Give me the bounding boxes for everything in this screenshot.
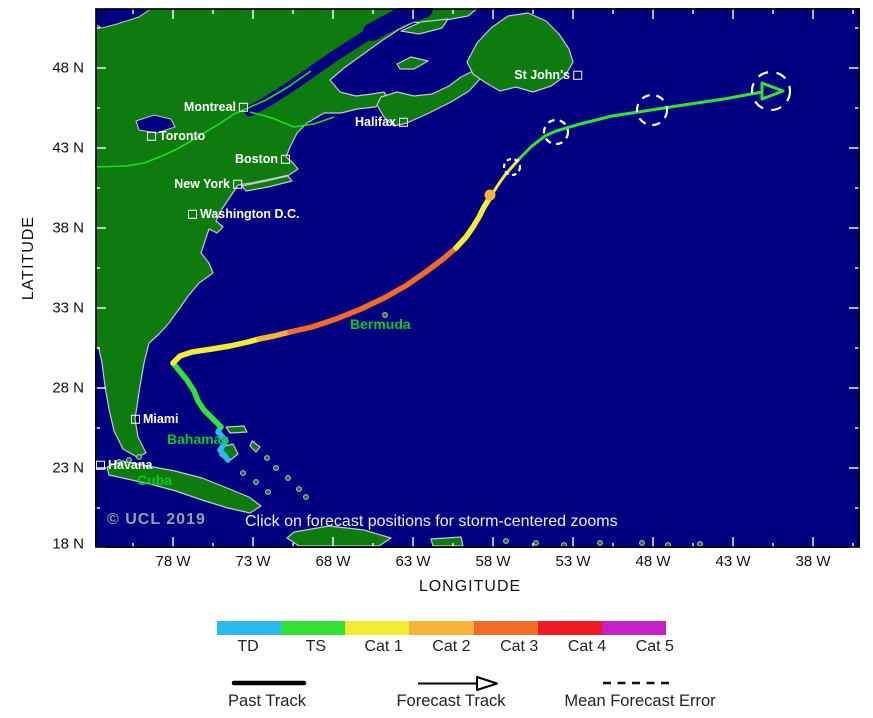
- islet: [253, 479, 259, 485]
- forecast-position[interactable]: [635, 93, 669, 127]
- colorbar-label: Cat 5: [635, 638, 674, 655]
- islet: [382, 312, 388, 318]
- colorbar-segment-cat-3: [473, 621, 538, 635]
- map-frame: [95, 8, 860, 548]
- forecast-position[interactable]: [542, 118, 570, 146]
- islet: [240, 470, 246, 476]
- landmass: [95, 8, 574, 547]
- islet: [116, 459, 122, 465]
- inland-water: [95, 8, 176, 134]
- hispaniola: [286, 525, 392, 547]
- lon-tick-label: 78 W: [155, 553, 191, 570]
- mean-forecast-error-label: Mean Forecast Error: [564, 692, 716, 710]
- lat-tick-label: 28 N: [52, 379, 84, 397]
- colorbar-label: Cat 1: [364, 638, 403, 655]
- lat-tick-label: 23 N: [52, 459, 84, 477]
- lon-tick-label: 73 W: [235, 553, 271, 570]
- cuba-island: [106, 460, 262, 514]
- colorbar-segment-cat-5: [601, 621, 666, 635]
- lat-tick-label: 18 N: [52, 535, 84, 553]
- lon-tick-label: 43 W: [715, 553, 751, 570]
- lon-tick-label: 53 W: [555, 553, 591, 570]
- newfoundland: [466, 12, 574, 93]
- lon-tick-label: 48 W: [635, 553, 671, 570]
- colorbar-segment-td: [217, 621, 282, 635]
- lake-ontario: [135, 114, 176, 134]
- nova-scotia: [376, 70, 481, 127]
- lon-tick-label: 68 W: [315, 553, 351, 570]
- mean-forecast-error-symbol: [603, 681, 675, 685]
- islet: [285, 475, 291, 481]
- intensity-colorbar: [217, 621, 666, 635]
- lat-tick-label: 43 N: [52, 139, 84, 157]
- current-position-marker[interactable]: [484, 189, 496, 201]
- colorbar-segment-cat-2: [409, 621, 474, 635]
- track-map[interactable]: [95, 8, 860, 548]
- north-america-mainland: [95, 8, 479, 458]
- track-segment-td: [215, 424, 231, 463]
- forecast-arrow-icon: [760, 81, 785, 101]
- islet: [639, 540, 645, 546]
- colorbar-label: Cat 2: [432, 638, 471, 655]
- lat-tick-label: 48 N: [52, 59, 84, 77]
- eleuthera: [249, 440, 261, 453]
- forecast-position[interactable]: [502, 157, 522, 177]
- ottawa-river-water: [95, 8, 153, 29]
- islet: [136, 454, 142, 460]
- past-track-label: Past Track: [228, 692, 306, 710]
- y-axis-title: LATITUDE: [20, 215, 37, 301]
- islet: [303, 494, 309, 500]
- islet: [597, 540, 603, 546]
- islet: [265, 489, 271, 495]
- colorbar-label: TS: [305, 638, 327, 655]
- track-segment-cat-1: [489, 156, 522, 198]
- colorbar-segment-ts: [281, 621, 346, 635]
- colorbar-segment-cat-4: [537, 621, 602, 635]
- grand-bahama: [225, 425, 248, 434]
- islet: [264, 455, 270, 461]
- track-segment-cat-3: [287, 245, 459, 335]
- puerto-rico: [430, 536, 464, 547]
- st-lawrence-river: [244, 8, 433, 117]
- colorbar-segment-cat-1: [345, 621, 410, 635]
- colorbar-label: Cat 4: [567, 638, 607, 655]
- islet: [697, 541, 703, 547]
- islet: [273, 465, 279, 471]
- lon-tick-label: 38 W: [795, 553, 831, 570]
- colorbar-label: Cat 3: [500, 638, 539, 655]
- long-island: [241, 175, 293, 192]
- islet: [126, 457, 132, 463]
- lon-tick-label: 63 W: [395, 553, 431, 570]
- political-border-lines: [95, 70, 335, 168]
- colorbar-label: TD: [237, 638, 259, 655]
- lat-tick-label: 38 N: [52, 219, 84, 237]
- track-segment-ts: [170, 360, 224, 430]
- anticosti-island: [400, 18, 449, 35]
- forecast-position[interactable]: [750, 70, 792, 112]
- lat-tick-label: 33 N: [52, 299, 84, 317]
- islet: [296, 486, 302, 492]
- islet: [533, 540, 539, 546]
- x-axis-title: LONGITUDE: [418, 578, 522, 595]
- track-segment-cat-1: [170, 336, 262, 366]
- track-segment-cat-2: [256, 329, 293, 342]
- islet: [503, 538, 509, 544]
- forecast-track-label: Forecast Track: [396, 692, 506, 710]
- lon-tick-label: 58 W: [475, 553, 511, 570]
- forecast-track-symbol: [418, 676, 498, 691]
- track-segment-ts: [518, 90, 764, 160]
- prince-edward-island: [396, 56, 429, 70]
- past-track-symbol: [231, 680, 307, 686]
